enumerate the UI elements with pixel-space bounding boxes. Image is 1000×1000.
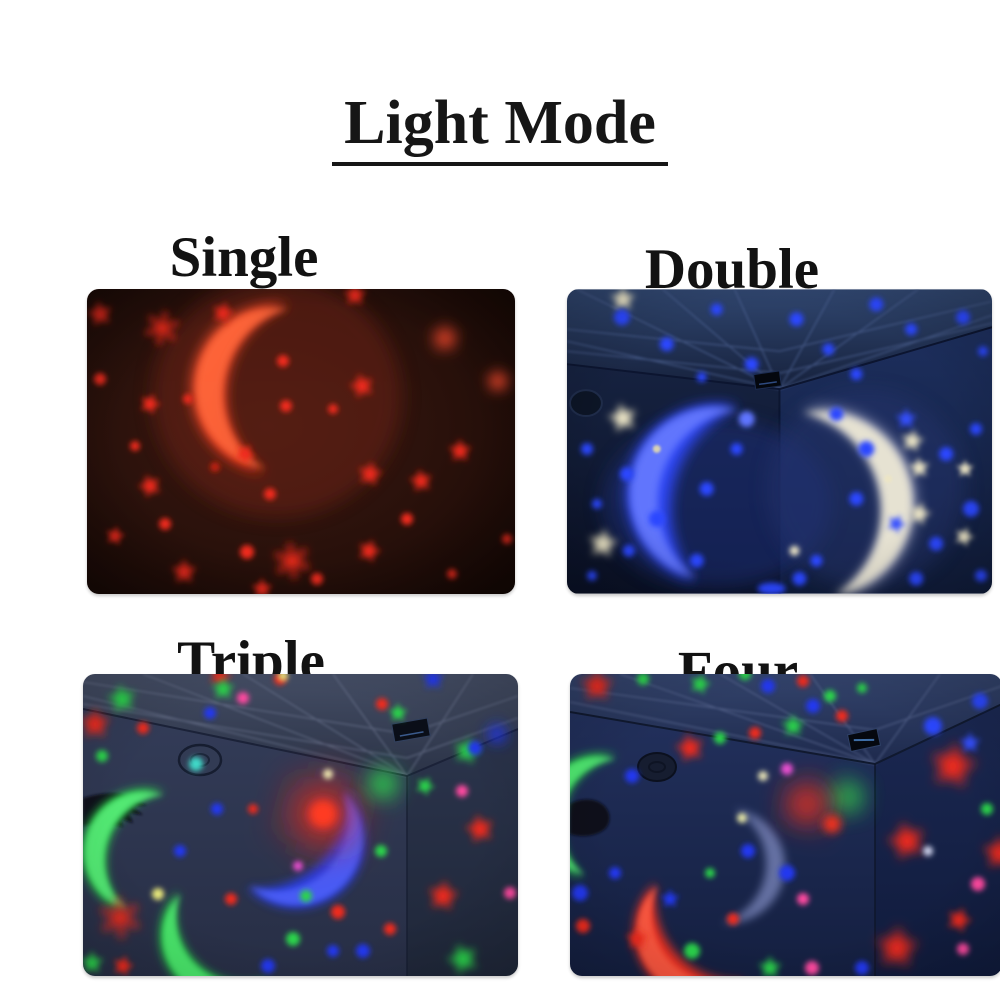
vignette (570, 674, 1000, 976)
page-title: Light Mode (0, 92, 1000, 166)
photo-four-mode (570, 674, 1000, 976)
photo-double-mode (567, 289, 992, 594)
photo-single-mode (87, 289, 515, 594)
vignette (87, 289, 515, 594)
vignette (567, 289, 992, 594)
photo-triple-mode (83, 674, 518, 976)
vignette (83, 674, 518, 976)
page-title-text: Light Mode (332, 92, 668, 166)
mode-label-single: Single (169, 226, 319, 290)
mode-label-double: Double (644, 238, 820, 302)
